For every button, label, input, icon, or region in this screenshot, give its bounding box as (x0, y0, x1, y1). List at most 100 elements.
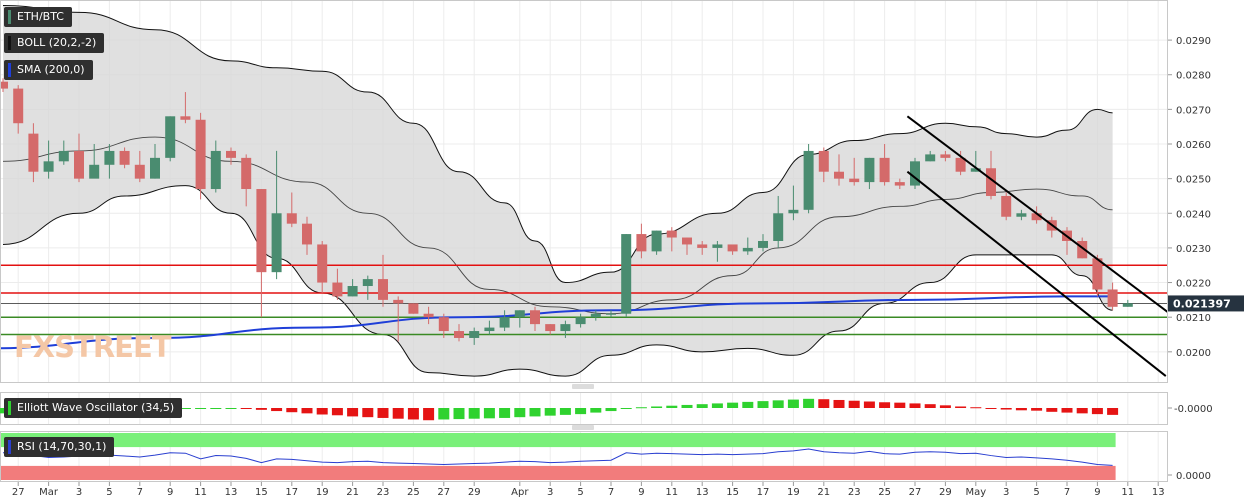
candle-down (682, 237, 692, 245)
ewo-bar (499, 408, 511, 418)
ewo-bar (635, 407, 647, 409)
x-tick-label: 29 (468, 487, 481, 498)
x-tick-label: 25 (878, 487, 891, 498)
sma-indicator-label[interactable]: SMA (200,0) (4, 60, 93, 80)
x-tick-label: Apr (511, 487, 529, 498)
candle-up (469, 331, 480, 338)
ewo-indicator-label[interactable]: Elliott Wave Oscillator (34,5) (4, 398, 183, 418)
candle-down (894, 182, 905, 186)
ewo-bar (483, 408, 495, 419)
ewo-bar (438, 408, 450, 420)
candle-down (530, 310, 540, 325)
x-tick-label: 9 (167, 487, 173, 498)
candle-down (226, 150, 236, 158)
candle-down (1077, 240, 1088, 259)
ewo-bar (271, 408, 283, 412)
candle-down (438, 317, 449, 332)
candle-up (788, 209, 799, 214)
x-tick-label: 17 (757, 487, 770, 498)
ewo-bar (970, 407, 982, 409)
rsi-text: RSI (14,70,30,1) (17, 440, 107, 453)
panel-resize-handle (572, 384, 594, 389)
candle-down (545, 324, 556, 332)
ewo-bar (879, 402, 891, 408)
candle-up (560, 324, 571, 332)
ewo-bar (727, 402, 739, 408)
x-tick-label: 15 (726, 487, 739, 498)
boll-indicator-label[interactable]: BOLL (20,2,-2) (4, 33, 105, 53)
ewo-bar (1015, 408, 1027, 411)
ewo-bar (924, 404, 936, 408)
candle-down (302, 223, 312, 245)
candle-down (378, 279, 388, 300)
x-tick-label: 13 (225, 487, 238, 498)
ewo-bar (225, 408, 237, 409)
candle-up (651, 230, 662, 252)
candle-down (195, 119, 206, 190)
candle-down (13, 88, 24, 124)
candle-up (89, 164, 100, 179)
candle-down (1, 81, 8, 89)
main-plot-area (1, 4, 1167, 377)
ewo-bar (939, 405, 951, 408)
candle-down (986, 168, 996, 196)
ewo-bar (544, 408, 556, 416)
candle-down (423, 313, 434, 318)
y-tick-label: 0.0240 (1176, 209, 1211, 220)
ewo-bar (848, 400, 860, 408)
rsi-oversold-zone (1, 465, 1116, 480)
candle-down (119, 150, 130, 165)
ewo-bar (559, 408, 571, 415)
rsi-line (2, 448, 1113, 466)
x-tick-label: 3 (76, 487, 82, 498)
ewo-bar (195, 408, 207, 409)
candle-up (742, 247, 753, 252)
x-tick-label: 13 (1152, 487, 1165, 498)
ewo-bar (575, 408, 587, 415)
x-tick-label: 17 (285, 487, 298, 498)
candle-up (590, 313, 601, 318)
candle-up (773, 213, 784, 241)
ewo-bar (423, 408, 435, 421)
ewo-bar (210, 408, 222, 409)
ewo-bar (468, 408, 480, 419)
ewo-bar (757, 401, 769, 408)
ewo-bar (1046, 408, 1058, 412)
y-tick-label: 0.0260 (1176, 140, 1211, 151)
x-tick-label: 11 (194, 487, 207, 498)
ewo-bar (1076, 408, 1088, 414)
candle-down (256, 189, 267, 273)
candle-down (849, 178, 860, 183)
ewo-bar (666, 405, 678, 408)
rsi-indicator-label[interactable]: RSI (14,70,30,1) (4, 437, 115, 457)
candle-up (165, 116, 176, 158)
candle-up (362, 279, 373, 287)
candle-down (1107, 289, 1118, 307)
candle-up (347, 286, 358, 297)
ewo-bar (590, 408, 602, 413)
x-tick-label: 27 (12, 487, 25, 498)
sma-text: SMA (200,0) (17, 63, 85, 76)
x-tick-label: 11 (1121, 487, 1134, 498)
rsi-axis-label: 0.0000 (1176, 471, 1211, 482)
ewo-bar (909, 403, 921, 408)
candle-up (271, 213, 282, 273)
trend-channel-line (906, 170, 1167, 377)
candle-down (74, 150, 84, 179)
x-tick-label: 5 (106, 487, 112, 498)
candle-down (134, 164, 145, 179)
ewo-bar (772, 400, 784, 408)
ewo-bar (347, 408, 359, 417)
candle-down (332, 282, 343, 297)
x-tick-label: 19 (316, 487, 329, 498)
candle-down (1092, 258, 1103, 290)
ewo-bar (985, 408, 997, 409)
candle-down (408, 303, 419, 314)
y-tick-label: 0.0210 (1176, 313, 1211, 324)
symbol-label[interactable]: ETH/BTC (4, 7, 72, 27)
candle-up (514, 310, 525, 318)
ewo-bar (681, 404, 693, 408)
rsi-overbought-zone (1, 433, 1116, 448)
x-tick-label: 5 (577, 487, 583, 498)
